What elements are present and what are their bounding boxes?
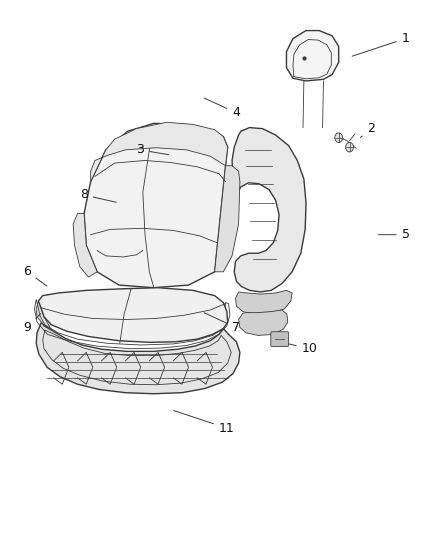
Text: 4: 4 xyxy=(204,98,240,119)
Text: 9: 9 xyxy=(23,313,41,334)
Polygon shape xyxy=(232,127,306,292)
Text: 11: 11 xyxy=(174,410,235,435)
Text: 3: 3 xyxy=(136,143,168,156)
Text: 6: 6 xyxy=(23,265,47,286)
FancyBboxPatch shape xyxy=(271,332,289,346)
Text: 7: 7 xyxy=(204,313,240,334)
Polygon shape xyxy=(39,288,228,342)
Text: 8: 8 xyxy=(80,189,116,202)
Polygon shape xyxy=(236,290,292,314)
Text: 10: 10 xyxy=(289,342,318,355)
Text: 5: 5 xyxy=(378,228,410,241)
Circle shape xyxy=(346,142,353,152)
Polygon shape xyxy=(84,123,228,288)
Polygon shape xyxy=(36,322,240,394)
Polygon shape xyxy=(73,214,97,277)
Polygon shape xyxy=(286,30,339,81)
Polygon shape xyxy=(36,301,51,330)
Text: 2: 2 xyxy=(360,122,375,138)
Polygon shape xyxy=(91,122,228,182)
Polygon shape xyxy=(215,166,240,272)
Polygon shape xyxy=(239,310,288,335)
Circle shape xyxy=(335,133,343,142)
Text: 1: 1 xyxy=(352,32,410,56)
